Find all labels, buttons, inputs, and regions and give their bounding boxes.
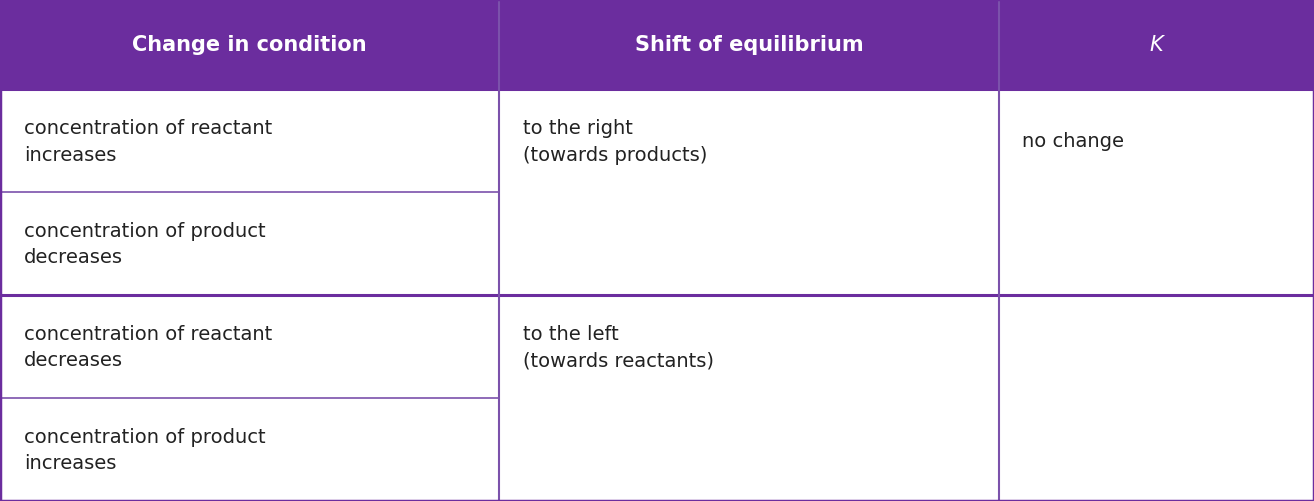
FancyBboxPatch shape <box>499 193 999 296</box>
FancyBboxPatch shape <box>0 0 499 90</box>
FancyBboxPatch shape <box>499 296 999 398</box>
FancyBboxPatch shape <box>499 0 999 90</box>
FancyBboxPatch shape <box>499 398 999 501</box>
FancyBboxPatch shape <box>999 0 1314 90</box>
FancyBboxPatch shape <box>0 90 499 193</box>
FancyBboxPatch shape <box>499 90 999 193</box>
FancyBboxPatch shape <box>0 398 499 501</box>
Text: to the left
(towards reactants): to the left (towards reactants) <box>523 324 714 370</box>
FancyBboxPatch shape <box>999 90 1314 193</box>
Text: concentration of reactant
increases: concentration of reactant increases <box>24 119 272 164</box>
FancyBboxPatch shape <box>999 398 1314 501</box>
Text: Shift of equilibrium: Shift of equilibrium <box>635 35 863 55</box>
Text: concentration of product
increases: concentration of product increases <box>24 427 265 472</box>
Text: K: K <box>1150 35 1163 55</box>
FancyBboxPatch shape <box>999 193 1314 296</box>
Text: concentration of reactant
decreases: concentration of reactant decreases <box>24 324 272 370</box>
Text: no change: no change <box>1022 132 1125 151</box>
Text: to the right
(towards products): to the right (towards products) <box>523 119 707 164</box>
FancyBboxPatch shape <box>0 193 499 296</box>
FancyBboxPatch shape <box>999 296 1314 398</box>
Text: Change in condition: Change in condition <box>133 35 367 55</box>
Text: concentration of product
decreases: concentration of product decreases <box>24 221 265 267</box>
FancyBboxPatch shape <box>0 296 499 398</box>
